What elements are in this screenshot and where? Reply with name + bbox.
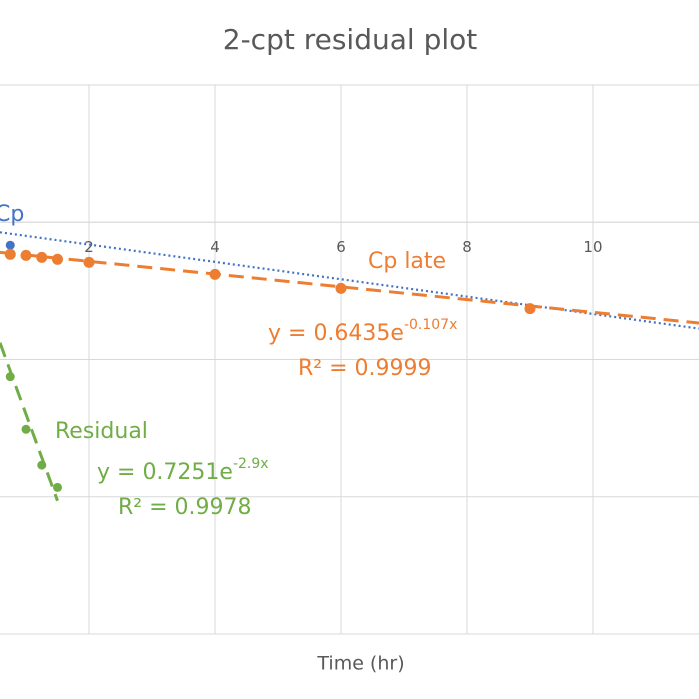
equation-exponent: -2.9x [233, 456, 269, 472]
r-squared: R² = 0.9978 [118, 495, 252, 520]
trend-equation: y = 0.6435e-0.107x [268, 317, 457, 346]
x-axis-title: Time (hr) [316, 653, 404, 675]
data-point [52, 253, 64, 265]
data-point [37, 460, 47, 470]
trendline [0, 250, 699, 325]
x-tick-label: 8 [462, 238, 472, 256]
data-point [5, 240, 15, 250]
series-label: Residual [55, 419, 148, 444]
data-point [5, 372, 15, 382]
data-point [20, 249, 32, 261]
series-label: Cp late [368, 249, 446, 274]
trend-equation: y = 0.7251e-2.9x [97, 456, 269, 485]
data-point [209, 268, 221, 280]
chart-title: 2-cpt residual plot [223, 23, 477, 56]
equation-exponent: -0.107x [404, 317, 457, 333]
data-point [335, 282, 347, 294]
series-label: Cp [0, 202, 24, 227]
x-tick-label: 6 [336, 238, 346, 256]
trendline [0, 342, 59, 502]
data-point [83, 256, 95, 268]
data-point [53, 482, 63, 492]
x-tick-label: 4 [210, 238, 220, 256]
x-tick-label: 10 [583, 238, 602, 256]
data-point [21, 424, 31, 434]
r-squared: R² = 0.9999 [298, 356, 432, 381]
data-point [4, 248, 16, 260]
x-tick-label: 2 [84, 238, 94, 256]
equation-base: y = 0.6435e [268, 321, 404, 346]
equation-base: y = 0.7251e [97, 460, 233, 485]
data-point [524, 303, 536, 315]
data-point [36, 251, 48, 263]
